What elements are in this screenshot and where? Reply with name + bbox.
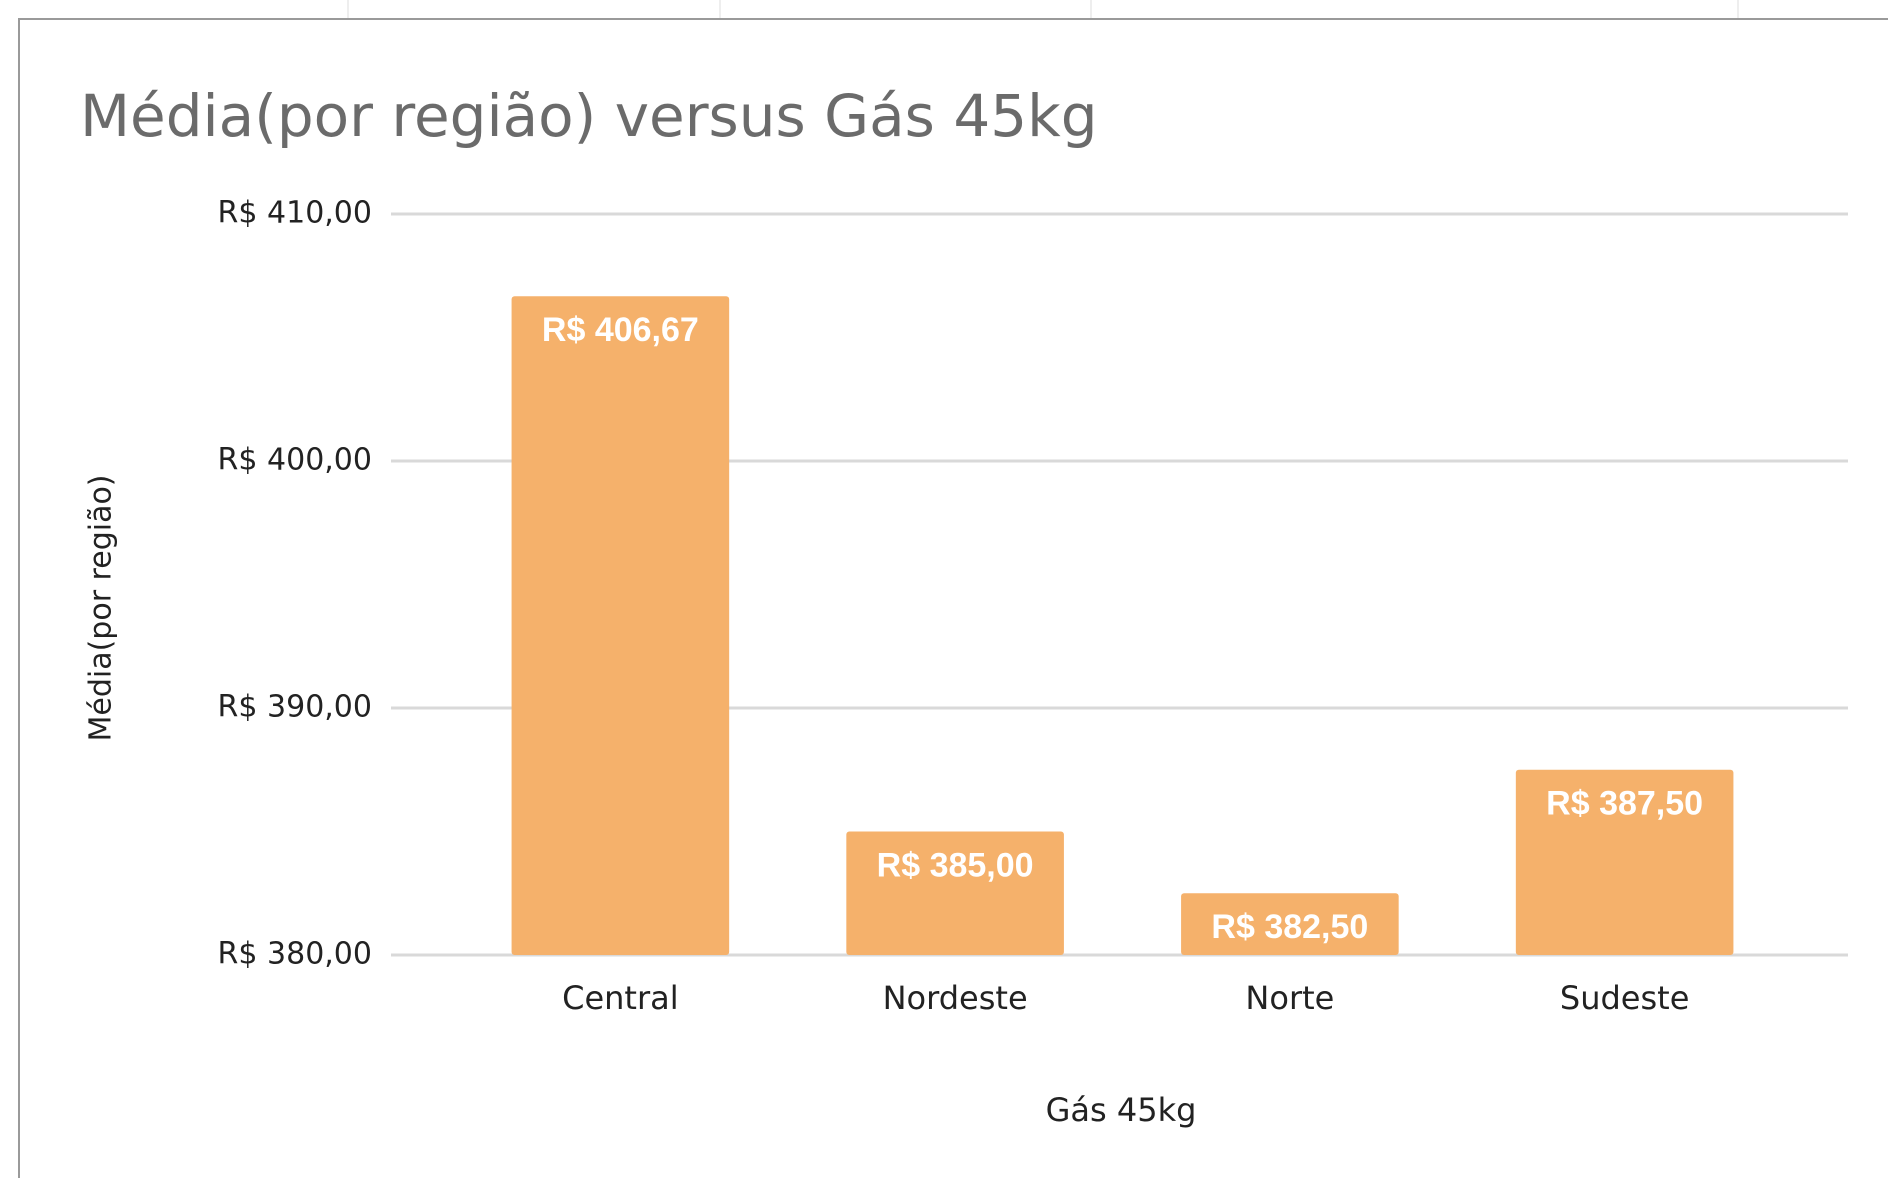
chart-title: Média(por região) versus Gás 45kg (80, 82, 1098, 150)
chart-border (18, 18, 1888, 1178)
x-tick-label: Nordeste (883, 979, 1028, 1017)
y-axis-title: Média(por região) (84, 474, 119, 741)
bar (846, 831, 1064, 955)
bar (1181, 893, 1399, 955)
y-tick-label: R$ 380,00 (218, 937, 372, 972)
y-tick-label: R$ 400,00 (218, 443, 372, 478)
y-tick-label: R$ 390,00 (218, 690, 372, 725)
data-label: R$ 385,00 (877, 846, 1034, 884)
data-label: R$ 387,50 (1546, 785, 1703, 823)
x-tick-label: Sudeste (1560, 979, 1690, 1017)
data-label: R$ 406,67 (542, 311, 699, 349)
data-label: R$ 382,50 (1211, 908, 1368, 946)
x-axis-title: Gás 45kg (1046, 1091, 1197, 1129)
bar (511, 296, 730, 956)
bar (1515, 769, 1734, 955)
x-tick-label: Norte (1245, 979, 1334, 1017)
x-tick-label: Central (562, 979, 679, 1017)
y-tick-label: R$ 410,00 (218, 196, 372, 231)
